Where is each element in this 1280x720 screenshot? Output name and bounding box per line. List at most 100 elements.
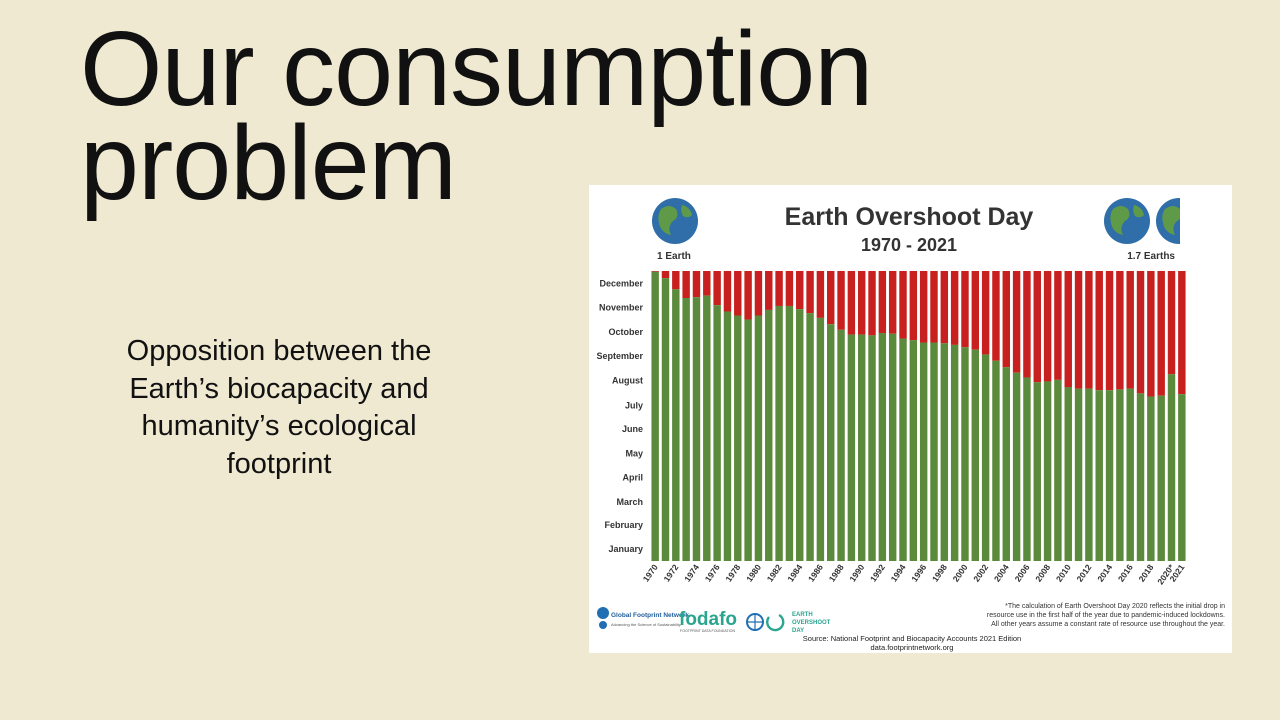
within-bar-2020 [1167,374,1176,561]
within-bar-1988 [837,329,845,561]
within-bar-1996 [919,342,928,561]
year-label-2014: 2014 [1095,562,1114,583]
overshoot-bar-1977 [723,271,732,312]
overshoot-bar-1981 [765,271,773,310]
within-bar-2015 [1116,389,1124,561]
footnote-line-3: All other years assume a constant rate o… [991,621,1225,628]
within-bar-2012 [1085,388,1093,561]
within-bar-1974 [692,297,701,561]
overshoot-bar-2017 [1136,271,1145,394]
within-bar-1989 [847,334,856,561]
overshoot-bar-2020 [1167,271,1176,375]
overshoot-bar-1973 [682,271,690,299]
month-label-april: April [622,473,643,483]
within-bar-2014 [1105,390,1114,561]
month-label-may: May [625,449,643,459]
overshoot-bar-1996 [919,271,928,343]
gfn-logo-tagline: Advancing the Science of Sustainability [611,622,681,627]
overshoot-bar-1983 [785,271,794,306]
within-bar-2016 [1126,388,1134,561]
overshoot-bar-1984 [796,271,804,310]
overshoot-bar-2012 [1085,271,1093,389]
overshoot-bar-1989 [847,271,856,335]
slide-title: Our consumption problem [80,10,873,216]
y-axis-month-labels: January February March April May June July Augu… [596,279,643,554]
within-bar-2018 [1147,396,1155,561]
year-label-1994: 1994 [889,562,908,583]
within-bar-1977 [723,311,732,561]
within-bar-2019 [1157,395,1165,561]
year-label-1976: 1976 [703,562,722,583]
overshoot-bar-2003 [992,271,1000,361]
within-bar-1987 [827,324,835,561]
year-label-2004: 2004 [992,562,1011,583]
within-bar-1997 [930,342,938,561]
within-bar-2006 [1023,377,1031,561]
overshoot-bar-2007 [1033,271,1041,383]
year-label-1988: 1988 [827,562,846,583]
overshoot-bar-1978 [734,271,742,316]
month-label-june: June [622,424,643,434]
overshoot-bar-2001 [971,271,980,350]
overshoot-bar-1980 [754,271,763,316]
overshoot-bar-1975 [703,271,711,296]
year-label-1998: 1998 [930,562,949,583]
overshoot-bar-2013 [1095,271,1103,391]
within-bar-1981 [765,309,773,561]
year-label-1978: 1978 [723,562,742,583]
month-label-november: November [599,303,644,313]
within-bar-1990 [857,334,866,561]
overshoot-bar-1982 [775,271,783,306]
eod-logo-line-1: EARTH [792,612,813,618]
within-bar-1999 [950,344,959,561]
within-bar-2010 [1064,387,1072,561]
year-label-2000: 2000 [951,562,970,583]
year-label-2012: 2012 [1074,562,1093,583]
within-bar-1995 [909,340,918,561]
month-label-october: October [608,327,643,337]
year-label-1986: 1986 [806,562,825,583]
within-bar-2013 [1095,390,1103,561]
overshoot-bar-2011 [1074,271,1083,389]
within-bar-1983 [785,305,794,561]
overshoot-bar-1988 [837,271,845,330]
overshoot-bar-1991 [868,271,876,336]
overshoot-bar-1985 [806,271,814,314]
within-bar-1994 [899,338,907,561]
year-label-2006: 2006 [1013,562,1032,583]
year-label-1996: 1996 [909,562,928,583]
month-label-september: September [596,351,643,361]
slide-title-line-1: Our consumption [80,10,873,128]
overshoot-bar-2005 [1012,271,1021,373]
left-badge-label: 1 Earth [657,251,691,262]
within-bar-2003 [992,360,1000,561]
year-label-2008: 2008 [1033,562,1052,583]
chart-title: Earth Overshoot Day [785,203,1034,231]
earth-globe-icon-partial [1156,198,1180,244]
overshoot-bar-1992 [878,271,887,333]
within-bar-2004 [1002,367,1010,561]
overshoot-bar-1972 [672,271,680,290]
footnote-line-1: *The calculation of Earth Overshoot Day … [1005,603,1225,610]
source-url: data.footprintnetwork.org [871,643,954,652]
month-label-july: July [625,400,643,410]
year-label-2010: 2010 [1054,562,1073,583]
within-bar-1991 [868,335,876,561]
within-bar-1971 [661,278,670,561]
within-bar-1982 [775,305,783,561]
year-label-1990: 1990 [847,562,866,583]
within-bar-1993 [888,333,897,561]
slide-body-text: Opposition between the Earth’s biocapaci… [126,335,432,480]
month-label-january: January [608,544,643,554]
within-bar-2009 [1054,379,1062,561]
within-bar-1972 [672,289,680,561]
overshoot-bar-1986 [816,271,825,318]
month-label-august: August [612,376,643,386]
year-label-1970: 1970 [641,562,660,583]
month-label-march: March [616,497,643,507]
overshoot-bar-1979 [744,271,752,320]
within-bar-2002 [981,354,990,561]
overshoot-bar-1999 [950,271,959,345]
chart-subtitle: 1970 - 2021 [861,235,957,255]
within-bar-1992 [878,332,887,561]
